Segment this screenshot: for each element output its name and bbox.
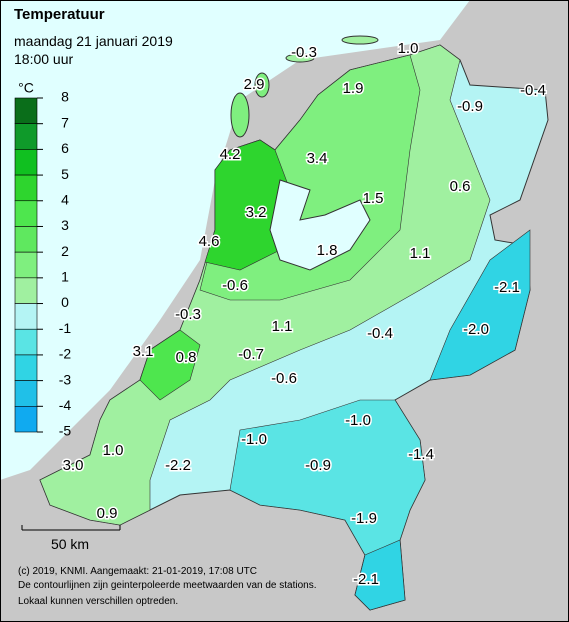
legend-tick-label: 4 — [61, 191, 69, 207]
station-value: 1.0 — [103, 442, 124, 459]
legend-tick-label: 2 — [61, 243, 69, 259]
legend-swatch — [14, 149, 38, 176]
island — [230, 92, 250, 138]
station-value: -1.0 — [241, 431, 267, 448]
station-value: -0.3 — [291, 44, 317, 61]
zone-minus2-minus1 — [429, 229, 531, 381]
station-value: -2.1 — [494, 279, 520, 296]
station-value: 1.8 — [317, 242, 338, 259]
stations: -0.3 1.0 2.9 1.9 -0.9 -0.4 4.2 3.4 0.6 1.5 3.2 4.6 1… — [61, 38, 547, 589]
legend-swatch — [14, 174, 38, 202]
time: 18:00 uur — [14, 51, 73, 67]
station-value: 1.1 — [410, 245, 431, 262]
legend-swatch — [14, 354, 38, 381]
legend-swatch — [14, 97, 38, 124]
station-value: 0.6 — [450, 178, 471, 195]
legend-swatch — [14, 123, 38, 150]
station-value: 3.0 — [63, 457, 84, 474]
station-value: 3.4 — [307, 150, 328, 167]
station-value: 3.2 — [246, 204, 267, 221]
footer-line: De contourlijnen zijn geinterpoleerde me… — [18, 580, 317, 591]
station-value: 1.9 — [343, 80, 364, 97]
station-value: 1.0 — [398, 40, 419, 57]
island — [285, 53, 315, 63]
footer-line: Lokaal kunnen verschillen optreden. — [18, 596, 178, 607]
legend-tick-label: 1 — [61, 269, 69, 285]
station-value: -0.6 — [271, 370, 297, 387]
station-value: 3.1 — [133, 343, 154, 360]
station-value: 1.5 — [363, 190, 384, 207]
station-value: -1.0 — [345, 412, 371, 429]
legend-tick-label: -3 — [59, 371, 72, 387]
footer-line: (c) 2019, KNMI. Aangemaakt: 21-01-2019, … — [18, 566, 257, 577]
station-value: -2.1 — [353, 571, 379, 588]
station-value: -2.2 — [165, 457, 191, 474]
legend-tick-label: 8 — [61, 89, 69, 105]
station-value: -2.0 — [463, 321, 489, 338]
legend-tick-label: -5 — [59, 423, 72, 439]
legend-tick-label: 0 — [61, 294, 69, 310]
zone-3-4 — [139, 329, 201, 401]
station-value: 1.1 — [272, 318, 293, 335]
scale-label: 50 km — [51, 536, 89, 552]
legend-swatch — [14, 226, 38, 253]
legend-swatch — [14, 406, 38, 433]
title: Temperatuur — [14, 6, 105, 23]
station-value: -1.9 — [351, 510, 377, 527]
legend-unit: °C — [18, 80, 34, 96]
lake — [269, 179, 371, 271]
legend-swatch — [14, 303, 38, 330]
legend-tick-label: 5 — [61, 166, 69, 182]
legend-tick-label: 7 — [61, 114, 69, 130]
legend-tick-label: -1 — [59, 320, 72, 336]
legend-tick-label: -2 — [59, 346, 72, 362]
station-value: 0.9 — [97, 505, 118, 522]
station-value: -0.7 — [238, 346, 264, 363]
station-value: -0.4 — [367, 325, 393, 342]
legend-tick-label: -4 — [59, 397, 72, 413]
island — [254, 72, 270, 98]
station-value: -0.9 — [457, 98, 483, 115]
legend-swatch — [14, 251, 38, 279]
legend-swatch — [14, 328, 38, 356]
station-value: 4.6 — [199, 233, 220, 250]
station-value: 2.9 — [244, 76, 265, 93]
station-value: -0.6 — [222, 277, 248, 294]
island — [341, 35, 379, 45]
subtitle: maandag 21 januari 2019 — [14, 33, 173, 49]
station-value: 0.8 — [176, 349, 197, 366]
legend-tick-label: 3 — [61, 217, 69, 233]
station-value: 4.2 — [220, 146, 241, 163]
sea — [0, 0, 470, 480]
station-value: -0.9 — [305, 457, 331, 474]
zone-limburg — [354, 539, 406, 611]
legend-tick-label: 6 — [61, 140, 69, 156]
station-value: -0.4 — [520, 82, 546, 99]
legend-swatch — [14, 200, 38, 227]
legend-swatch — [14, 277, 38, 304]
station-value: -0.3 — [175, 306, 201, 323]
station-value: -1.4 — [408, 446, 434, 463]
legend: 8 7 6 5 4 3 2 1 0 -1 -2 -3 -4 -5 — [14, 89, 72, 439]
legend-swatch — [14, 380, 38, 407]
